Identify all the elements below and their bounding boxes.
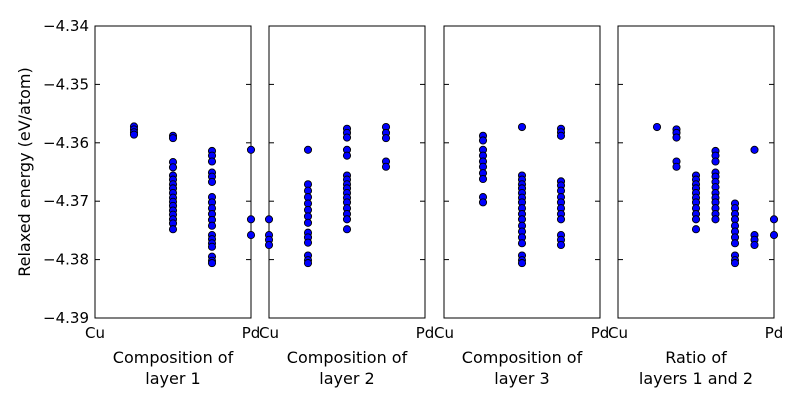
- points-group: [264, 122, 391, 268]
- data-point: [246, 145, 256, 154]
- points-group: [652, 122, 779, 268]
- data-point: [207, 259, 217, 268]
- data-point: [556, 240, 566, 250]
- data-point: [517, 259, 527, 268]
- data-point: [556, 131, 566, 140]
- data-point: [769, 231, 779, 240]
- data-point: [750, 240, 759, 250]
- data-point: [303, 238, 313, 247]
- data-point: [342, 225, 352, 234]
- x-axis-label-line: Composition of: [113, 348, 234, 367]
- data-point: [342, 151, 352, 160]
- data-point: [264, 215, 274, 224]
- data-point: [207, 177, 217, 186]
- data-point: [517, 122, 527, 132]
- subplot-2: Cu Pd Composition of layer 2: [259, 25, 435, 388]
- data-point: [264, 240, 274, 250]
- x-tick-label-cu: Cu: [608, 324, 628, 342]
- data-point: [342, 133, 352, 142]
- x-tick-label-cu: Cu: [259, 324, 279, 342]
- data-point: [691, 225, 701, 234]
- subplot-3: Cu Pd Composition of layer 3: [434, 25, 610, 388]
- data-point: [381, 162, 391, 171]
- data-point: [303, 218, 313, 227]
- data-point: [711, 157, 720, 166]
- data-point: [207, 242, 217, 251]
- x-tick-label-cu: Cu: [434, 324, 454, 342]
- y-axis-label: Relaxed energy (eV/atom): [15, 67, 34, 277]
- x-axis-label-line: layers 1 and 2: [639, 369, 753, 388]
- y-tick-label: −4.39: [43, 309, 89, 327]
- x-tick-label-pd: Pd: [242, 324, 261, 342]
- data-point: [246, 215, 256, 224]
- points-group: [478, 122, 566, 268]
- x-axis-label-line: layer 3: [494, 369, 549, 388]
- data-point: [168, 225, 178, 234]
- data-point: [652, 122, 662, 132]
- y-tick-label: −4.35: [43, 75, 89, 93]
- x-axis-label-line: layer 2: [319, 369, 374, 388]
- data-point: [750, 145, 759, 154]
- data-point: [556, 215, 566, 224]
- data-point: [342, 215, 352, 224]
- x-tick-label-pd: Pd: [416, 324, 435, 342]
- x-tick-label-cu: Cu: [85, 324, 105, 342]
- data-point: [478, 198, 488, 207]
- subplot-4: Cu Pd Ratio of layers 1 and 2: [608, 25, 784, 388]
- y-tick-label: −4.38: [43, 251, 89, 269]
- x-tick-label-pd: Pd: [765, 324, 784, 342]
- y-tick-label: −4.34: [43, 17, 89, 35]
- data-point: [672, 133, 681, 142]
- data-point: [207, 157, 217, 166]
- x-axis-label-line: layer 1: [145, 369, 200, 388]
- data-point: [730, 239, 740, 248]
- y-tick-label: −4.36: [43, 134, 89, 152]
- data-point: [691, 215, 701, 224]
- x-axis-label-line: Composition of: [287, 348, 408, 367]
- data-point: [711, 215, 720, 224]
- data-point: [381, 134, 391, 143]
- x-axis-label-line: Composition of: [462, 348, 583, 367]
- data-point: [672, 162, 681, 171]
- data-point: [129, 130, 139, 139]
- data-point: [478, 136, 488, 145]
- data-point: [303, 259, 313, 268]
- x-axis-label-line: Ratio of: [665, 348, 727, 367]
- data-point: [478, 174, 488, 184]
- points-group: [129, 122, 256, 268]
- data-point: [168, 163, 178, 172]
- data-point: [168, 134, 178, 143]
- data-point: [246, 231, 256, 240]
- data-point: [769, 215, 779, 224]
- data-point: [517, 239, 527, 248]
- data-point: [207, 221, 217, 230]
- data-point: [303, 145, 313, 154]
- data-point: [730, 259, 740, 268]
- x-tick-label-pd: Pd: [591, 324, 610, 342]
- y-tick-label: −4.37: [43, 192, 89, 210]
